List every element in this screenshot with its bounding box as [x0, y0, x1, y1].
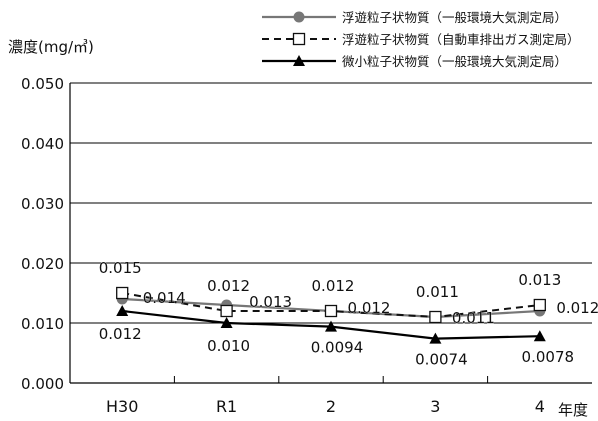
data-point-square [429, 310, 442, 324]
x-tick-label: 3 [430, 397, 440, 416]
data-point-square [533, 298, 546, 312]
data-label: 0.014 [143, 289, 186, 307]
axes [69, 83, 592, 384]
data-label: 0.012 [312, 277, 355, 295]
data-label: 0.012 [348, 299, 391, 317]
legend-marker-circle [293, 11, 305, 23]
data-label: 0.0094 [311, 339, 364, 357]
data-label: 0.013 [518, 271, 561, 289]
data-point-triangle [325, 320, 337, 332]
x-tick-label: R1 [216, 397, 237, 416]
y-tick-label: 0.010 [21, 315, 64, 333]
y-axis-label: 濃度(mg/㎥) [8, 38, 94, 56]
data-point-square [116, 286, 129, 300]
data-label: 0.012 [99, 325, 142, 343]
data-label: 0.012 [556, 299, 598, 317]
x-axis-label: 年度 [558, 401, 588, 419]
data-label: 0.0078 [522, 348, 575, 366]
y-tick-label: 0.050 [21, 75, 64, 93]
legend-label: 浮遊粒子状物質（一般環境大気測定局） [342, 10, 567, 25]
y-tick-labels: 0.000 0.010 0.020 0.030 0.040 0.050 [21, 75, 64, 393]
legend-marker-square [292, 32, 306, 46]
x-tick-label: 4 [535, 397, 545, 416]
x-tick-label: 2 [326, 397, 336, 416]
series-group [116, 286, 546, 344]
y-tick-label: 0.020 [21, 255, 64, 273]
legend-marker-triangle [293, 55, 305, 66]
data-point-triangle [533, 330, 546, 342]
legend: 浮遊粒子状物質（一般環境大気測定局） 浮遊粒子状物質（自動車排出ガス測定局） 微小粒… [262, 10, 580, 69]
data-label: 0.015 [99, 259, 142, 277]
data-label: 0.0074 [415, 351, 468, 369]
data-point-square [324, 304, 338, 318]
y-tick-label: 0.000 [21, 375, 64, 393]
data-label: 0.011 [452, 309, 495, 327]
data-label: 0.012 [207, 277, 250, 295]
data-label: 0.013 [249, 293, 292, 311]
data-label: 0.010 [207, 337, 250, 355]
legend-label: 微小粒子状物質（一般環境大気測定局） [342, 54, 567, 69]
y-tick-label: 0.030 [21, 195, 64, 213]
y-tick-label: 0.040 [21, 135, 64, 153]
x-tick-labels: H30 R1 2 3 4 [106, 397, 545, 416]
legend-label: 浮遊粒子状物質（自動車排出ガス測定局） [342, 32, 580, 47]
data-point-triangle [429, 332, 442, 344]
data-label: 0.011 [416, 283, 459, 301]
data-point-square [220, 304, 233, 318]
data-point-triangle [220, 317, 233, 328]
x-tick-label: H30 [106, 397, 138, 416]
data-point-triangle [116, 305, 129, 316]
